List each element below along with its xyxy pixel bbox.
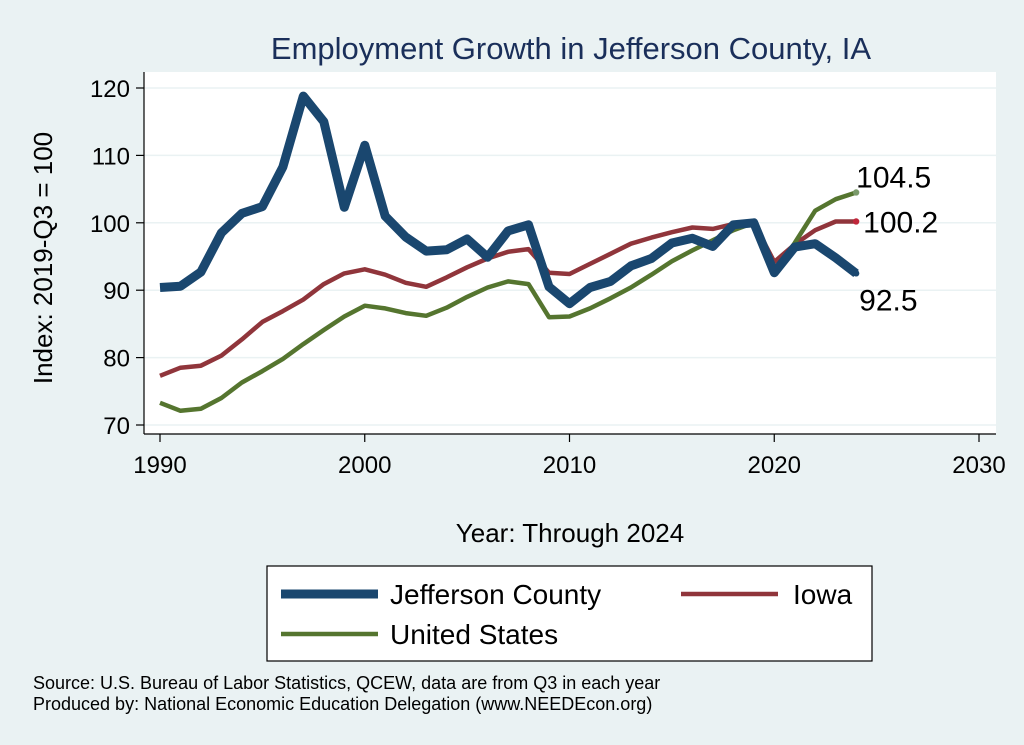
y-tick-label-80: 80 xyxy=(103,346,130,373)
legend-label-iowa: Iowa xyxy=(793,579,853,610)
legend: Jefferson County Iowa United States xyxy=(266,565,873,662)
end-marker-jefferson-county xyxy=(852,270,860,277)
plot-area xyxy=(144,72,996,434)
series-lines xyxy=(159,91,859,414)
chart-title: Employment Growth in Jefferson County, I… xyxy=(271,31,871,66)
y-tick-label-110: 110 xyxy=(92,143,130,170)
legend-label-united-states: United States xyxy=(390,619,558,650)
x-axis-title: Year: Through 2024 xyxy=(456,518,684,548)
source-note: Source: U.S. Bureau of Labor Statistics,… xyxy=(33,673,660,693)
y-tick-label-90: 90 xyxy=(103,278,130,305)
end-label-united-states: 104.5 xyxy=(856,161,931,194)
x-tick-label-2030: 2030 xyxy=(952,452,1005,479)
end-marker-iowa xyxy=(852,218,860,225)
y-tick-label-100: 100 xyxy=(90,211,130,238)
legend-box xyxy=(266,565,873,662)
end-label-jefferson-county: 92.5 xyxy=(859,284,917,317)
legend-label-jefferson-county: Jefferson County xyxy=(390,579,601,610)
x-tick-label-2020: 2020 xyxy=(748,452,801,479)
axes: 70 80 90 100 110 120 1990 2000 2010 2020 2030 xyxy=(90,72,1006,479)
produced-by-note: Produced by: National Economic Education… xyxy=(33,694,652,714)
x-tick-label-1990: 1990 xyxy=(133,452,186,479)
x-tick-label-2010: 2010 xyxy=(543,452,596,479)
end-label-iowa: 100.2 xyxy=(863,206,938,239)
series-line-jefferson-county xyxy=(159,91,859,309)
x-tick-label-2000: 2000 xyxy=(338,452,391,479)
end-marker-united-states xyxy=(852,189,860,196)
y-axis-title: Index: 2019-Q3 = 100 xyxy=(28,132,58,384)
y-tick-label-70: 70 xyxy=(103,413,130,440)
y-tick-label-120: 120 xyxy=(90,76,130,103)
end-value-labels: 104.5 100.2 92.5 xyxy=(852,161,938,317)
